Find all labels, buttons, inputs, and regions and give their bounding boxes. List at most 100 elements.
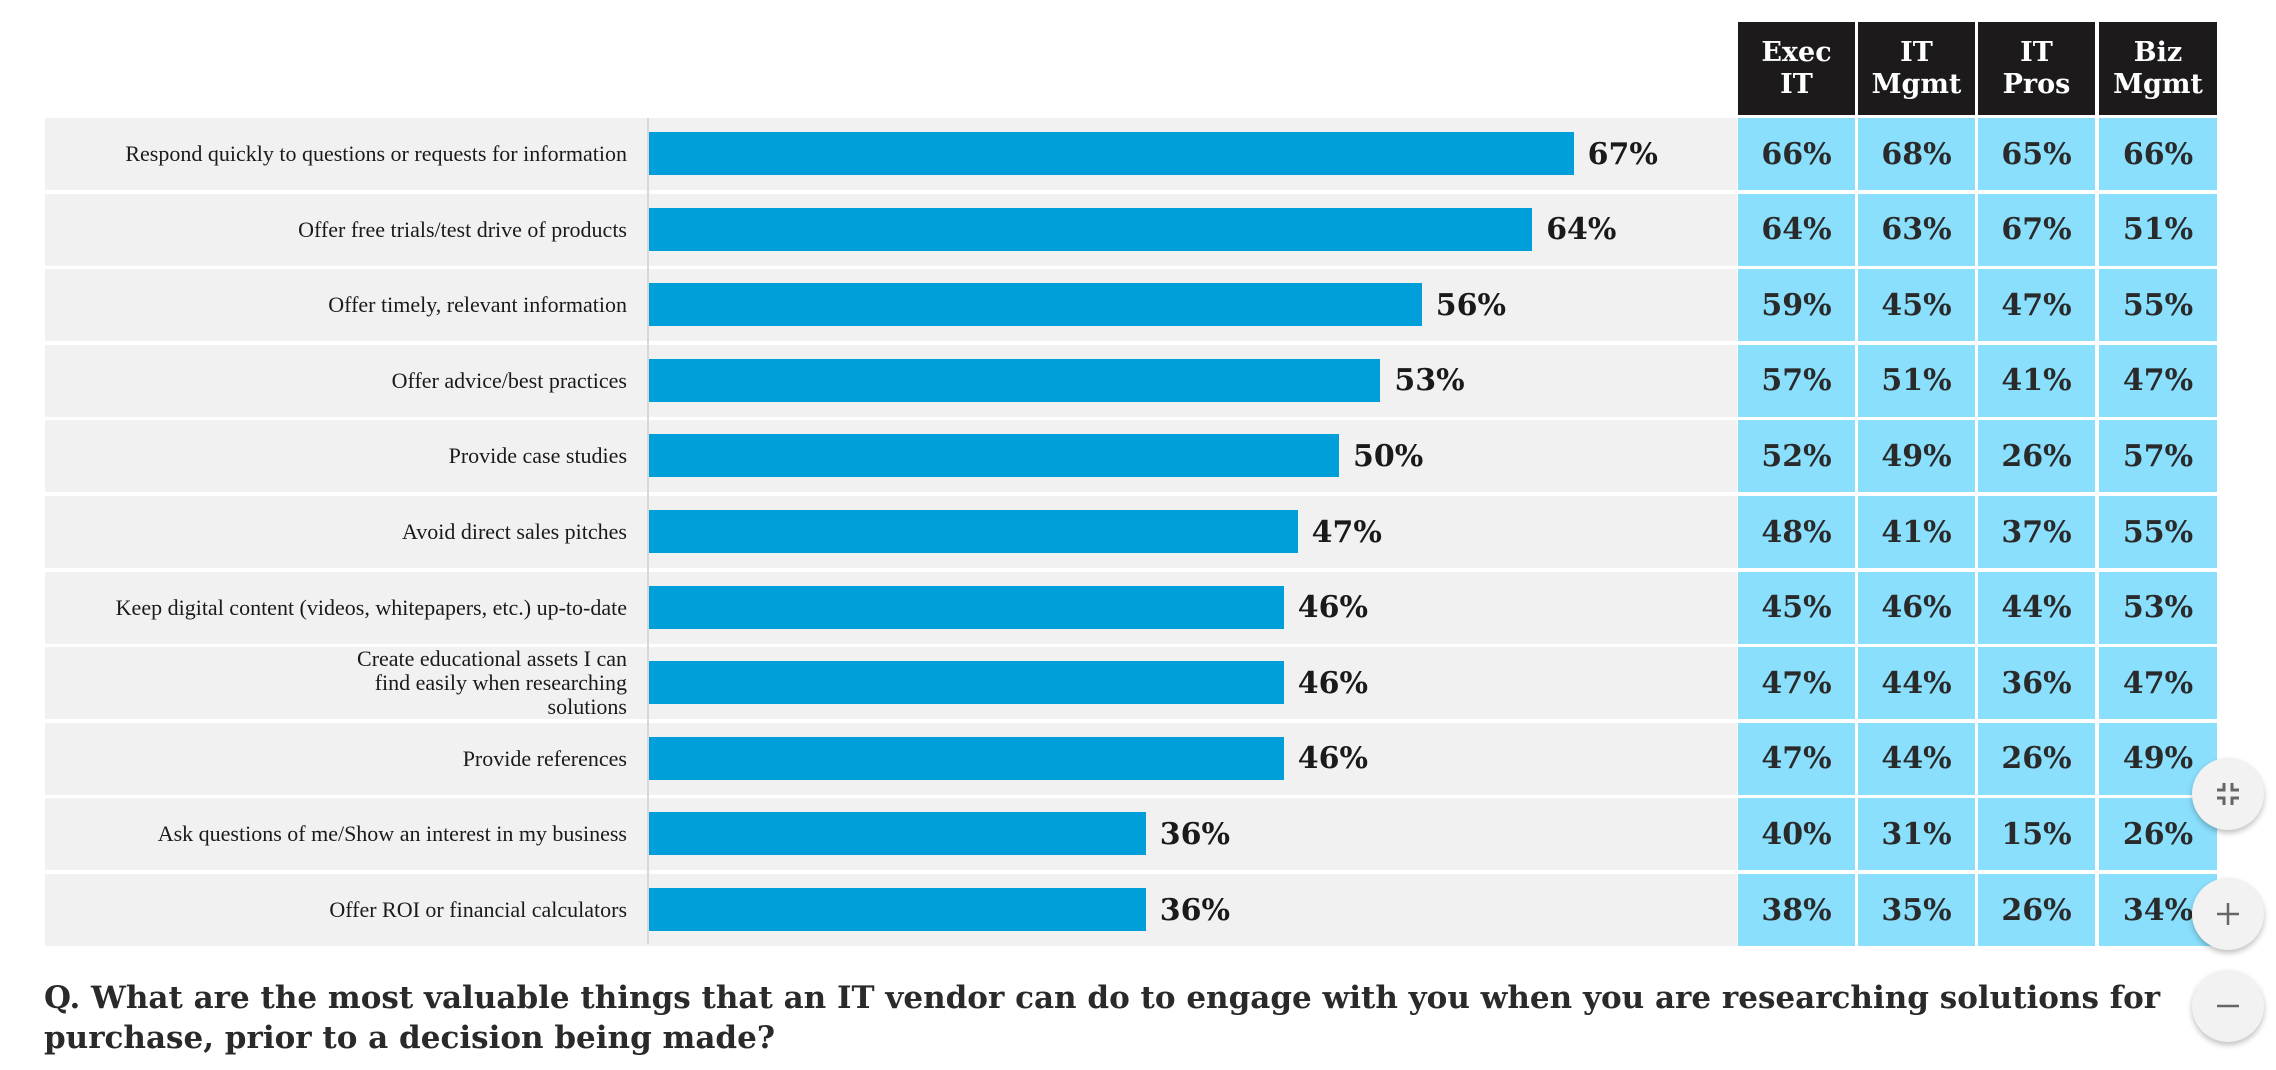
table-cell: 26% [1978, 722, 2095, 795]
table-cell: 63% [1858, 193, 1975, 266]
bar-value-label: 50% [1353, 438, 1424, 474]
table-cell: 48% [1738, 496, 1855, 568]
chart-row: Keep digital content (videos, whitepaper… [45, 571, 2217, 644]
table-header-it-pros: IT Pros [1978, 22, 2095, 115]
zoom-in-button[interactable] [2192, 878, 2264, 950]
table-cell: 41% [1978, 344, 2095, 417]
bar [649, 510, 1298, 553]
table-cell: 26% [2099, 798, 2217, 871]
header-line: Pros [2002, 68, 2071, 100]
bar [649, 736, 1284, 780]
table-cell: 45% [1858, 269, 1975, 342]
table-cell: 44% [1978, 571, 2095, 644]
table-cell: 45% [1738, 571, 1855, 644]
table-cell: 47% [2099, 647, 2217, 720]
bar-value-label: 53% [1394, 363, 1465, 399]
table-header-it-mgmt: IT Mgmt [1858, 22, 1975, 115]
chart-row: Avoid direct sales pitches 47% 48% 41% 37% 55… [45, 496, 2217, 568]
table-cell: 57% [1738, 344, 1855, 417]
table-cell: 47% [1738, 722, 1855, 795]
category-label: Offer free trials/test drive of products [298, 216, 627, 242]
plus-icon [2217, 903, 2239, 925]
header-line: IT [1900, 36, 1933, 68]
bar [649, 207, 1533, 251]
axis-line [647, 118, 649, 944]
bar-value-label: 46% [1297, 590, 1369, 626]
chart-row: Offer free trials/test drive of products… [45, 193, 2217, 266]
table-cell: 66% [2099, 118, 2217, 190]
table-cell: 51% [1858, 344, 1975, 417]
table-cell: 40% [1738, 798, 1855, 871]
collapse-button[interactable] [2192, 758, 2264, 830]
table-cell: 59% [1738, 269, 1855, 342]
bar-value-label: 46% [1297, 741, 1369, 777]
table-cell: 57% [2099, 420, 2217, 493]
category-label: Offer timely, relevant information [328, 292, 627, 318]
table-cell: 55% [2099, 269, 2217, 342]
table-cell: 46% [1858, 571, 1975, 644]
table-header-biz-mgmt: Biz Mgmt [2099, 22, 2217, 115]
table-cell: 55% [2099, 496, 2217, 568]
table-cell: 49% [1858, 420, 1975, 493]
table-cell: 52% [1738, 420, 1855, 493]
bar [649, 661, 1284, 705]
table-cell: 64% [1738, 193, 1855, 266]
zoom-out-button[interactable] [2192, 970, 2264, 1042]
bar-value-label: 56% [1435, 287, 1507, 323]
table-cell: 31% [1858, 798, 1975, 871]
survey-question: Q. What are the most valuable things tha… [44, 980, 2161, 1056]
category-label: Create educational assets I can find eas… [357, 646, 627, 720]
table-cell: 66% [1738, 118, 1855, 190]
category-label: Offer advice/best practices [391, 367, 627, 393]
category-label: Keep digital content (videos, whitepaper… [115, 594, 627, 620]
category-label: Respond quickly to questions or requests… [125, 141, 627, 166]
bar [649, 812, 1146, 856]
table-cell: 26% [1978, 874, 2095, 946]
chart-row: Offer advice/best practices 53% 57% 51% 41% 4… [45, 344, 2217, 417]
table-cell: 65% [1978, 118, 2095, 190]
table-cell: 26% [1978, 420, 2095, 493]
bar [649, 585, 1284, 629]
chart-row: Respond quickly to questions or requests… [45, 118, 2217, 190]
category-label: Provide references [462, 745, 627, 771]
table-cell: 53% [2099, 571, 2217, 644]
chart-row: Offer ROI or financial calculators 36% 38%… [45, 874, 2217, 946]
bar-value-label: 36% [1159, 816, 1231, 852]
table-cell: 41% [1858, 496, 1975, 568]
category-label: Ask questions of me/Show an interest in … [157, 821, 627, 847]
category-label: Avoid direct sales pitches [401, 519, 627, 544]
table-header-exec-it: Exec IT [1738, 22, 1855, 115]
category-label: Provide case studies [448, 443, 627, 469]
bar-value-label: 67% [1587, 136, 1658, 172]
table-cell: 68% [1858, 118, 1975, 190]
bar [649, 132, 1574, 175]
header-line: IT [1780, 68, 1813, 100]
table-cell: 15% [1978, 798, 2095, 871]
bar [649, 888, 1146, 931]
chart-row: Ask questions of me/Show an interest in … [45, 798, 2217, 871]
table-cell: 37% [1978, 496, 2095, 568]
table-cell: 36% [1978, 647, 2095, 720]
chart-row: Provide references 46% 47% 44% 26% 49% [45, 722, 2217, 795]
bar-value-label: 36% [1159, 892, 1231, 928]
chart-row: Create educational assets I can find eas… [45, 646, 2217, 720]
table-cell: 47% [2099, 344, 2217, 417]
collapse-icon [2217, 783, 2239, 805]
table-cell: 47% [1738, 647, 1855, 720]
header-line: Biz [2133, 36, 2183, 68]
bar [649, 358, 1381, 402]
table-cell: 35% [1858, 874, 1975, 946]
table-cell: 44% [1858, 647, 1975, 720]
bar-value-label: 47% [1311, 514, 1382, 550]
table-cell: 51% [2099, 193, 2217, 266]
table-cell: 47% [1978, 269, 2095, 342]
header-line: Mgmt [2113, 68, 2203, 100]
category-label: Offer ROI or financial calculators [329, 897, 627, 922]
table-cell: 44% [1858, 722, 1975, 795]
bar [649, 434, 1339, 478]
minus-icon [2217, 1004, 2239, 1008]
bar-value-label: 64% [1546, 212, 1617, 248]
table-cell: 38% [1738, 874, 1855, 946]
table-cell: 67% [1978, 193, 2095, 266]
